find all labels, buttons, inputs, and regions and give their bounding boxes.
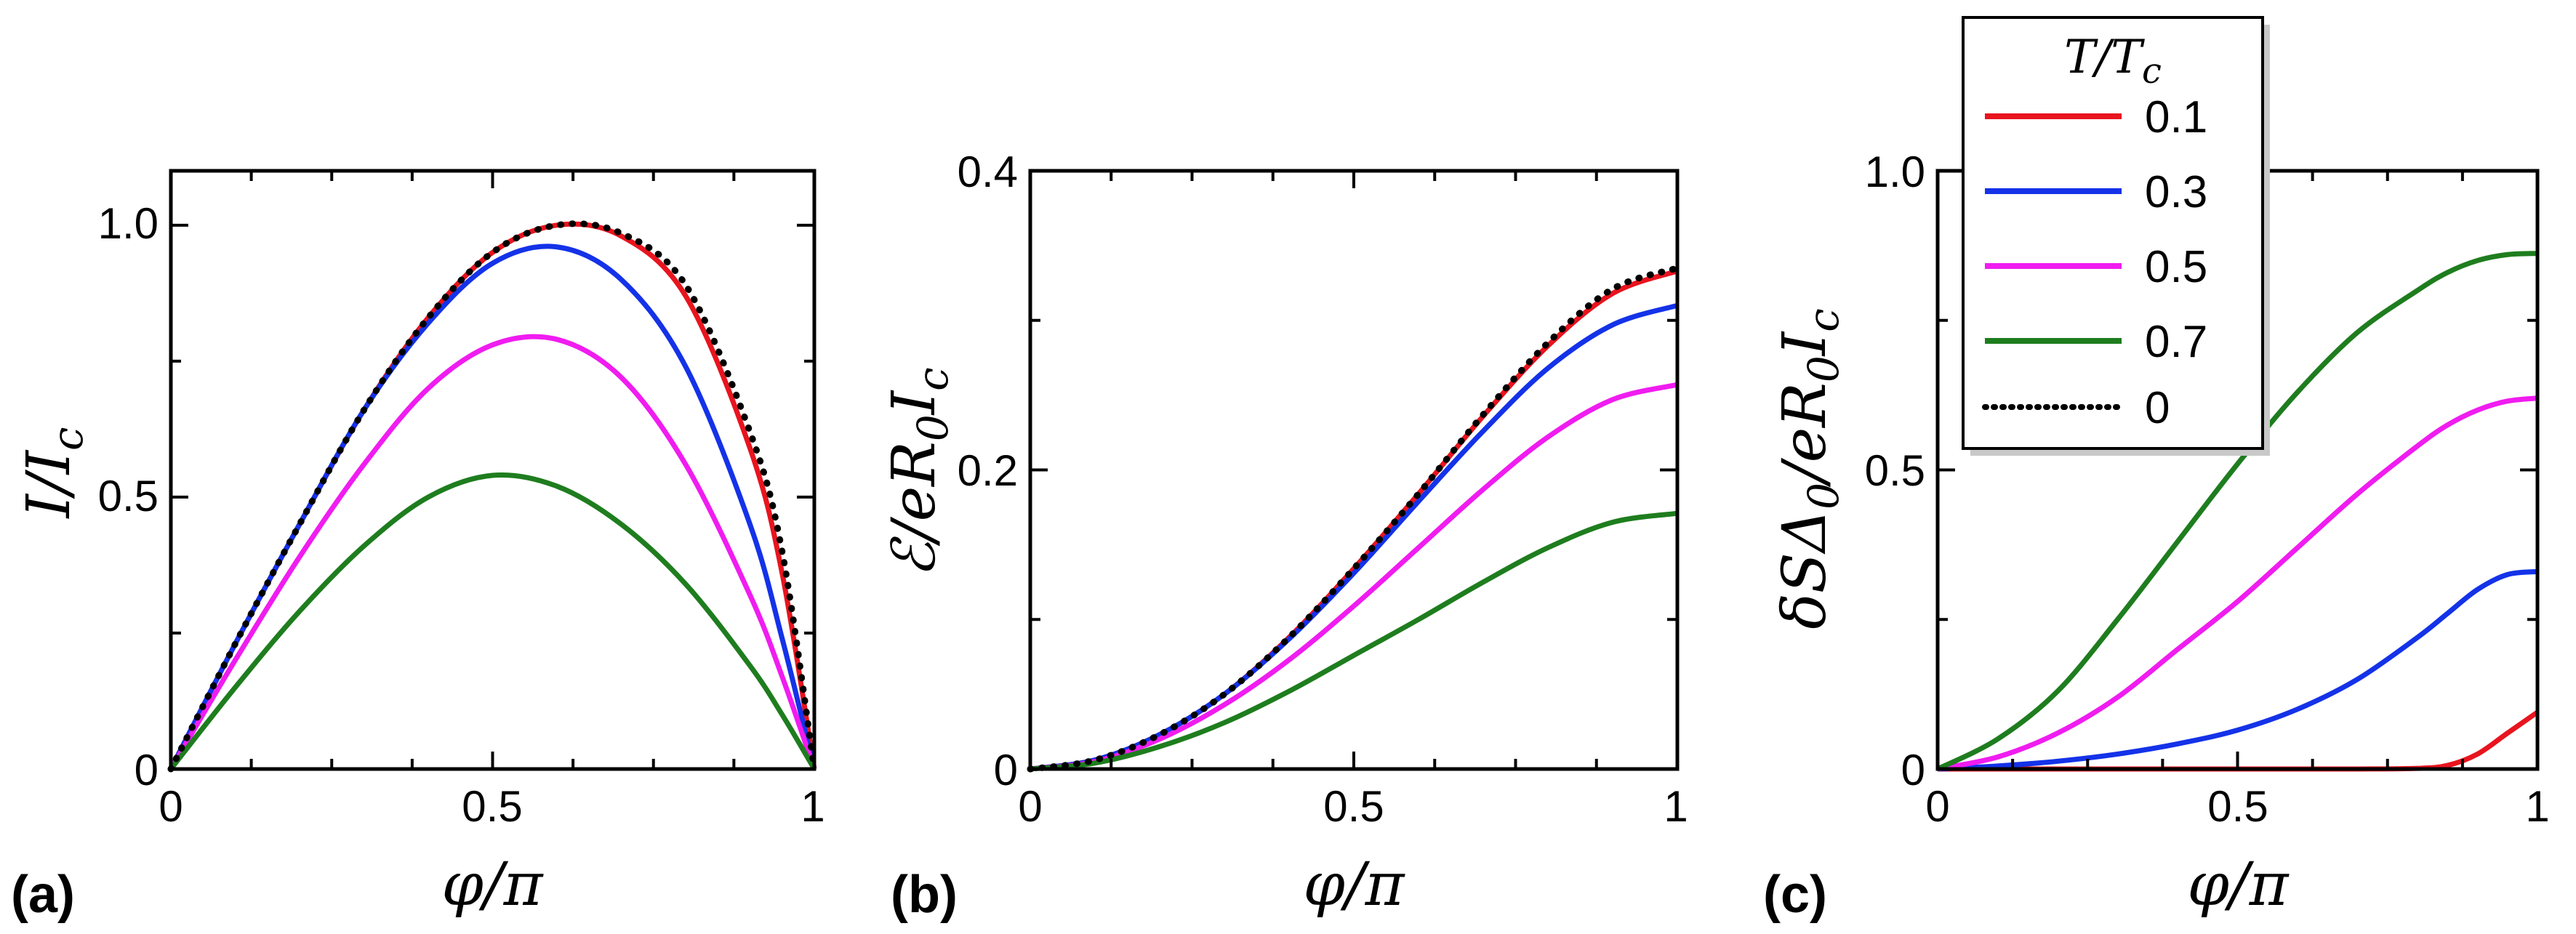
- plot-a-curves: [167, 220, 818, 773]
- series-line-c-T0.3: [1937, 568, 2538, 772]
- legend-box: [1962, 16, 2264, 450]
- panel-label-c: (c): [1763, 866, 1827, 924]
- xtick-label-c-2: 1: [2525, 782, 2549, 831]
- legend: T/Tc 0.1 0.3 0.5 0.7 0: [1962, 16, 2270, 456]
- panel-label-a: (a): [11, 866, 75, 924]
- ylabel-c: δSΔ0/eR0Ic: [1770, 308, 1848, 629]
- xtick-label-c-1: 0.5: [2207, 782, 2268, 831]
- series-line-a-T0.1: [168, 221, 817, 770]
- series-line-b-T0.7: [1030, 510, 1678, 772]
- ytick-label-b-1: 0.2: [958, 446, 1018, 495]
- series-line-a-T0.5: [168, 334, 817, 770]
- xtick-label-b-2: 1: [1664, 782, 1688, 831]
- series-line-a-T0.7: [169, 472, 817, 771]
- panel-a: 0 0.5 1 0 0.5 1.0 φ/π I/Ic (a): [11, 169, 825, 924]
- ytick-label-b-0: 0: [994, 746, 1018, 794]
- axes-frame-b: [1028, 169, 1680, 771]
- series-line-c-T0.5: [1937, 395, 2538, 772]
- ytick-label-c-2: 1.0: [1865, 148, 1925, 196]
- xtick-label-a-2: 1: [801, 782, 824, 831]
- plot-b-curves: [1027, 265, 1681, 773]
- ticks-b: [1029, 169, 1679, 770]
- ylabel-a: I/Ic: [15, 427, 92, 520]
- xlabel-b: φ/π: [1304, 850, 1406, 919]
- ytick-label-c-0: 0: [1901, 746, 1925, 794]
- legend-label-0.5: 0.5: [2145, 242, 2207, 292]
- xtick-label-b-0: 0: [1018, 782, 1042, 831]
- xlabel-a: φ/π: [442, 850, 545, 919]
- xlabel-c: φ/π: [2188, 850, 2290, 919]
- xtick-label-a-1: 0.5: [462, 782, 522, 831]
- series-line-a-T0: [167, 220, 818, 773]
- legend-label-0: 0: [2145, 383, 2170, 433]
- series-line-b-T0: [1027, 265, 1681, 773]
- panel-b: 0 0.5 1 0 0.2 0.4 φ/π ℰ/eR0Ic (b): [880, 148, 1688, 924]
- xtick-label-a-0: 0: [159, 782, 182, 831]
- legend-label-0.1: 0.1: [2145, 92, 2207, 142]
- ylabel-b: ℰ/eR0Ic: [880, 367, 958, 577]
- xtick-label-c-0: 0: [1925, 782, 1949, 831]
- ticks-a: [169, 171, 816, 770]
- ytick-label-b-2: 0.4: [958, 148, 1018, 196]
- ytick-label-c-1: 0.5: [1865, 446, 1925, 495]
- series-line-b-T0.5: [1030, 382, 1678, 772]
- series-line-a-T0.3: [168, 243, 817, 770]
- legend-label-0.3: 0.3: [2145, 167, 2207, 217]
- ytick-label-a-2: 1.0: [98, 199, 159, 248]
- ytick-label-a-0: 0: [135, 746, 159, 794]
- legend-label-0.7: 0.7: [2145, 317, 2207, 367]
- panel-c: 0 0.5 1 0 0.5 1.0 φ/π δSΔ0/eR0Ic (c): [1763, 148, 2550, 924]
- series-line-b-T0.3: [1030, 302, 1679, 772]
- xtick-label-b-1: 0.5: [1323, 782, 1384, 831]
- panel-label-b: (b): [891, 866, 958, 924]
- ytick-label-a-1: 0.5: [98, 472, 159, 520]
